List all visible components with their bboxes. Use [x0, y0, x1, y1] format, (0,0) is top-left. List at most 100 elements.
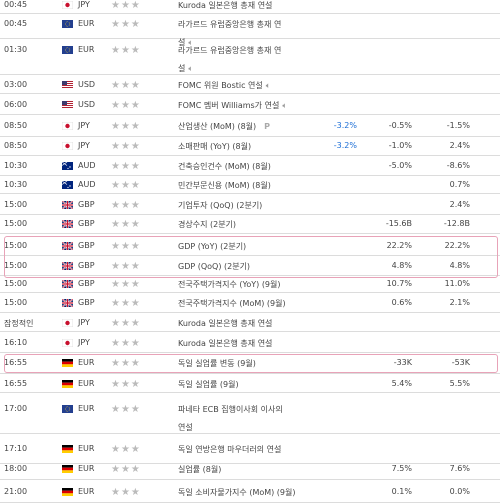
event-name[interactable]: Kuroda 일본은행 총재 연설 [178, 339, 273, 348]
currency-code: EUR [78, 379, 95, 388]
previous-value: 2.1% [449, 298, 470, 307]
event-name[interactable]: FOMC 멤버 Williams가 연설 🔈︎ [178, 101, 288, 110]
event-time: 10:30 [4, 180, 28, 189]
currency-code: EUR [78, 464, 95, 473]
event-time: 16:10 [4, 338, 28, 347]
actual-value: -3.2% [333, 141, 357, 150]
event-name[interactable]: 파네타 ECB 집행이사회 이사의 [178, 405, 283, 414]
currency-code: EUR [78, 404, 95, 413]
table-row[interactable]: 06:00 USD ★★★ FOMC 멤버 Williams가 연설 🔈︎ [0, 95, 500, 115]
importance-stars: ★★★ [111, 241, 141, 252]
table-row[interactable]: 00:45 EUR ★★★ 라가르드 유럽중앙은행 총재 연 설 🔈︎ [0, 13, 500, 47]
currency-code: EUR [78, 444, 95, 453]
table-row[interactable]: 16:55 EUR ★★★ 독일 실업률 변동 (9월) -33K -53K [0, 352, 500, 374]
previous-value: 2.4% [449, 141, 470, 150]
japan-flag-icon [62, 142, 73, 150]
event-time: 15:00 [4, 200, 28, 209]
importance-stars: ★★★ [111, 141, 141, 152]
table-row[interactable]: 16:10 JPY ★★★ Kuroda 일본은행 총재 연설 [0, 332, 500, 353]
forecast-value: 0.6% [391, 298, 412, 307]
forecast-value: 7.5% [391, 464, 412, 473]
event-name[interactable]: Kuroda 일본은행 총재 연설 [178, 319, 273, 328]
table-row[interactable]: 08:50 JPY ★★★ 소매판매 (YoY) (8월) -3.2% -1.0% 2.4% [0, 136, 500, 156]
importance-stars: ★★★ [111, 379, 141, 390]
forecast-value: -15.6B [385, 219, 412, 228]
event-name[interactable]: 기업투자 (QoQ) (2분기) [178, 201, 263, 210]
event-name[interactable]: FOMC 위원 Bostic 연설 🔈︎ [178, 81, 271, 90]
forecast-value: 10.7% [386, 279, 412, 288]
event-name[interactable]: 독일 실업률 (9월) [178, 380, 239, 389]
currency-code: AUD [78, 180, 96, 189]
currency-code: AUD [78, 161, 96, 170]
actual-value: -3.2% [333, 121, 357, 130]
currency-code: EUR [78, 358, 95, 367]
table-row[interactable]: 잠정적인 JPY ★★★ Kuroda 일본은행 총재 연설 [0, 313, 500, 332]
event-name[interactable]: 건축승인건수 (MoM) (8월) [178, 162, 271, 171]
table-row[interactable]: 08:50 JPY ★★★ 산업생산 (MoM) (8월) P -3.2% -0.5% -1.… [0, 115, 500, 137]
forecast-value: 22.2% [386, 241, 412, 250]
table-row[interactable]: 17:00 EUR ★★★ 파네타 ECB 집행이사회 이사의 연설 [0, 396, 500, 434]
forecast-value: -33K [393, 358, 412, 367]
event-name[interactable]: 전국주택가격지수 (MoM) (9월) [178, 299, 286, 308]
table-row[interactable]: 10:30 AUD ★★★ 건축승인건수 (MoM) (8월) -5.0% -8.6% [0, 156, 500, 176]
table-row[interactable]: 01:30 EUR ★★★ 라가르드 유럽중앙은행 총재 연 설 🔈︎ [0, 39, 500, 75]
event-time: 01:30 [4, 45, 28, 54]
previous-value: 4.8% [449, 261, 470, 270]
importance-stars: ★★★ [111, 318, 141, 329]
importance-stars: ★★★ [111, 261, 141, 272]
event-time: 08:50 [4, 141, 28, 150]
event-name[interactable]: 경상수지 (2분기) [178, 220, 237, 229]
event-name[interactable]: 라가르드 유럽중앙은행 총재 연 [178, 46, 282, 55]
event-name[interactable]: GDP (YoY) (2분기) [178, 242, 247, 251]
table-row[interactable]: 15:00 GBP ★★★ GDP (YoY) (2분기) 22.2% 22.2% [0, 235, 500, 256]
event-name[interactable]: 라가르드 유럽중앙은행 총재 연 [178, 20, 282, 29]
event-name[interactable]: Kuroda 일본은행 총재 연설 [178, 1, 273, 10]
table-row[interactable]: 16:55 EUR ★★★ 독일 실업률 (9월) 5.4% 5.5% [0, 374, 500, 393]
importance-stars: ★★★ [111, 464, 141, 475]
event-name[interactable]: 소매판매 (YoY) (8월) [178, 142, 252, 151]
event-name[interactable]: 전국주택가격지수 (YoY) (9월) [178, 280, 281, 289]
event-name[interactable]: GDP (QoQ) (2분기) [178, 262, 251, 271]
uk-flag-icon [62, 262, 73, 270]
japan-flag-icon [62, 1, 73, 9]
event-name[interactable]: 민간부문신용 (MoM) (8월) [178, 181, 271, 190]
table-row[interactable]: 10:30 AUD ★★★ 민간부문신용 (MoM) (8월) 0.7% [0, 176, 500, 194]
speaker-icon: 🔈︎ [188, 64, 194, 73]
currency-code: GBP [78, 279, 95, 288]
event-name[interactable]: 실업률 (8월) [178, 465, 222, 474]
event-name[interactable]: 독일 연방은행 마우더러의 연설 [178, 445, 282, 454]
currency-code: JPY [78, 141, 90, 150]
speaker-icon: 🔈︎ [265, 81, 271, 90]
importance-stars: ★★★ [111, 100, 141, 111]
event-time: 15:00 [4, 261, 28, 270]
table-row[interactable]: 15:00 GBP ★★★ 기업투자 (QoQ) (2분기) 2.4% [0, 194, 500, 215]
event-name[interactable]: 독일 실업률 변동 (9월) [178, 359, 256, 368]
previous-value: 0.7% [449, 180, 470, 189]
eu-flag-icon [62, 20, 73, 28]
event-name[interactable]: 독일 소비자물가지수 (MoM) (9월) [178, 488, 296, 497]
table-row[interactable]: 15:00 GBP ★★★ 전국주택가격지수 (YoY) (9월) 10.7% 11.0% [0, 275, 500, 293]
table-row[interactable]: 00:45 JPY ★★★ Kuroda 일본은행 총재 연설 [0, 0, 500, 14]
previous-value: 2.4% [449, 200, 470, 209]
previous-value: 22.2% [444, 241, 470, 250]
importance-stars: ★★★ [111, 180, 141, 191]
event-time: 15:00 [4, 279, 28, 288]
table-row[interactable]: 18:00 EUR ★★★ 실업률 (8월) 7.5% 7.6% [0, 457, 500, 480]
table-row[interactable]: 15:00 GBP ★★★ GDP (QoQ) (2분기) 4.8% 4.8% [0, 256, 500, 276]
table-row[interactable]: 03:00 USD ★★★ FOMC 위원 Bostic 연설 🔈︎ [0, 76, 500, 94]
table-row[interactable]: 17:10 EUR ★★★ 독일 연방은행 마우더러의 연설 [0, 434, 500, 464]
previous-value: -8.6% [446, 161, 470, 170]
currency-code: JPY [78, 0, 90, 9]
event-name[interactable]: 산업생산 (MoM) (8월) P [178, 122, 271, 131]
table-row[interactable]: 15:00 GBP ★★★ 경상수지 (2분기) -15.6B -12.8B [0, 214, 500, 234]
previous-value: -53K [451, 358, 470, 367]
preliminary-badge: P [264, 122, 271, 131]
event-time: 16:55 [4, 379, 28, 388]
event-time: 15:00 [4, 241, 28, 250]
table-row[interactable]: 15:00 GBP ★★★ 전국주택가격지수 (MoM) (9월) 0.6% 2.1% [0, 293, 500, 313]
germany-flag-icon [62, 359, 73, 367]
event-name-continued: 설 🔈︎ [178, 38, 194, 47]
currency-code: GBP [78, 219, 95, 228]
germany-flag-icon [62, 445, 73, 453]
currency-code: EUR [78, 19, 95, 28]
